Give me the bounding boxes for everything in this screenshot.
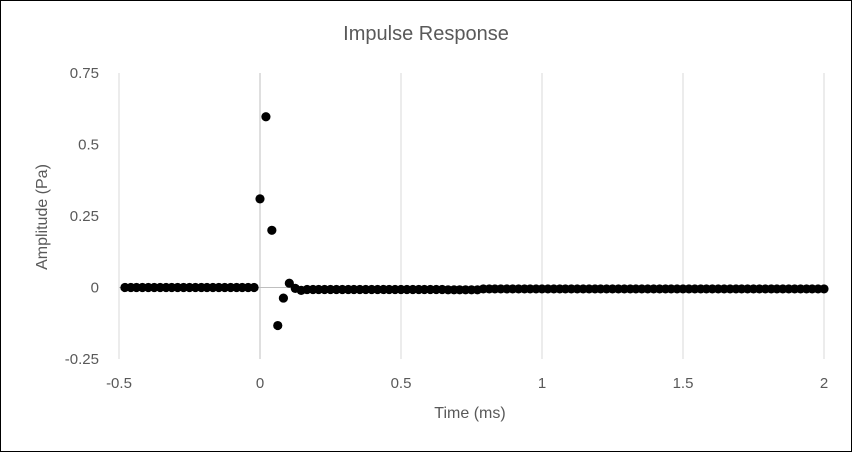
- y-tick-label: -0.25: [65, 351, 99, 368]
- x-tick-label: 1: [538, 375, 546, 392]
- axes: [119, 73, 824, 359]
- y-tick-label: 0.75: [70, 65, 99, 82]
- x-tick-label: 0: [256, 375, 264, 392]
- x-tick-labels: -0.5 0 0.5 1 1.5 2: [106, 375, 828, 392]
- y-tick-label: 0: [91, 280, 99, 297]
- y-tick-labels: -0.25 0 0.25 0.5 0.75: [65, 65, 99, 368]
- x-tick-label: -0.5: [106, 375, 132, 392]
- chart-title: Impulse Response: [343, 23, 509, 45]
- data-point: [249, 282, 259, 293]
- y-tick-label: 0.25: [70, 208, 99, 225]
- x-tick-label: 1.5: [673, 375, 694, 392]
- data-point: [278, 293, 289, 303]
- gridlines: [118, 73, 825, 359]
- data-point: [255, 194, 265, 204]
- y-axis-title: Amplitude (Pa): [34, 164, 51, 270]
- x-tick-label: 0.5: [391, 375, 412, 392]
- data-point: [273, 320, 283, 331]
- x-tick-label: 2: [820, 375, 828, 392]
- x-axis-title: Time (ms): [434, 405, 505, 422]
- data-points: [120, 112, 829, 331]
- y-tick-label: 0.5: [78, 137, 99, 154]
- data-point: [261, 112, 271, 122]
- data-point: [267, 225, 277, 235]
- data-point: [819, 284, 829, 294]
- data-point: [284, 278, 294, 288]
